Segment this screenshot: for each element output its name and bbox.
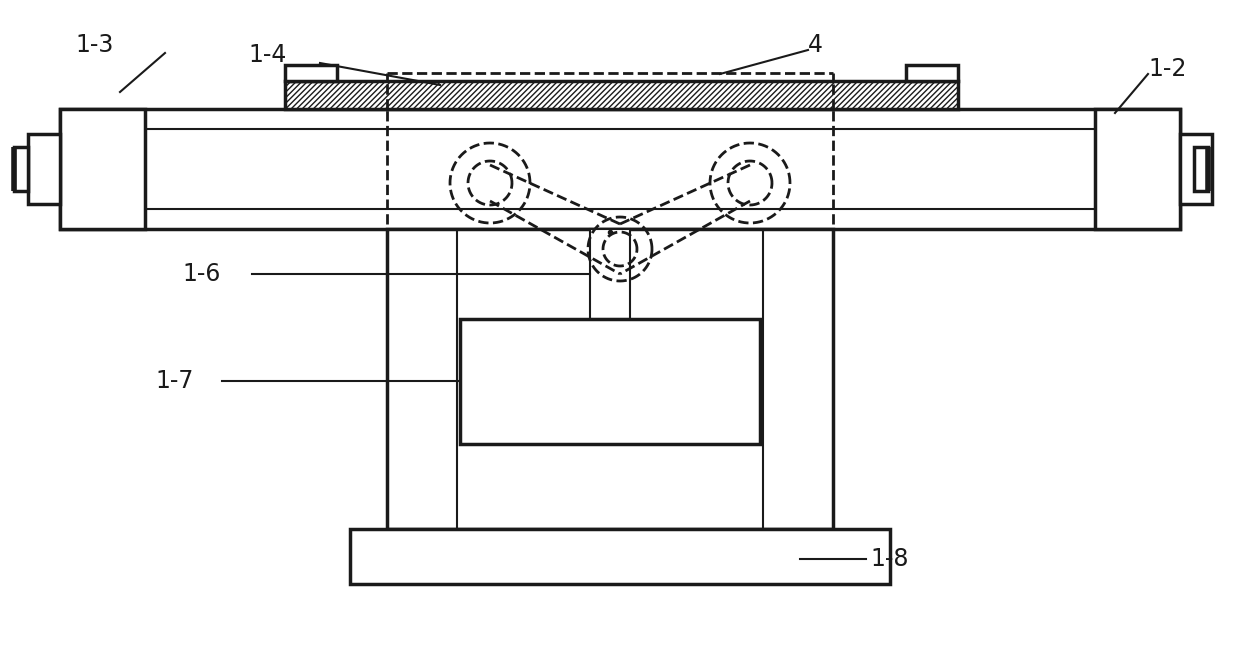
Bar [387, 229, 833, 529]
Bar [14, 147, 29, 191]
Text: 4: 4 [808, 33, 823, 57]
Text: 1-4: 1-4 [248, 43, 286, 67]
Text: 1-3: 1-3 [74, 33, 113, 57]
Bar [285, 81, 959, 109]
Text: 1-8: 1-8 [870, 547, 909, 571]
Bar [60, 109, 145, 229]
Bar [350, 529, 890, 584]
Bar [590, 229, 630, 319]
Bar [906, 65, 959, 81]
Bar [29, 134, 60, 204]
Bar [1180, 134, 1211, 204]
Bar [1095, 109, 1180, 229]
Bar [60, 109, 1180, 229]
Text: 1-7: 1-7 [155, 369, 193, 393]
Bar [1194, 147, 1208, 191]
Bar [285, 65, 337, 81]
Text: 1-6: 1-6 [182, 262, 221, 286]
Bar [460, 319, 760, 444]
Text: 1-2: 1-2 [1148, 57, 1187, 81]
